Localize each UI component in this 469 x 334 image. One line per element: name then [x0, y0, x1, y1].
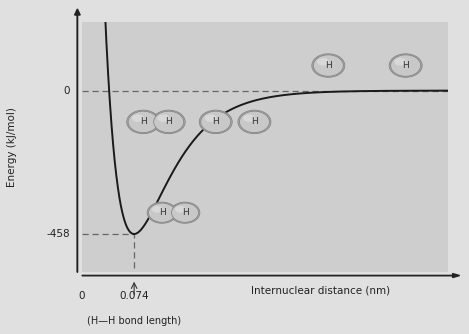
Text: -458: -458	[47, 229, 70, 239]
Text: H: H	[182, 208, 189, 217]
Text: H: H	[159, 208, 166, 217]
Text: Energy (kJ/mol): Energy (kJ/mol)	[7, 107, 17, 187]
Text: H: H	[140, 118, 146, 126]
Text: H: H	[251, 118, 258, 126]
Text: 0: 0	[64, 86, 70, 96]
Text: (H—H bond length): (H—H bond length)	[87, 316, 181, 326]
Text: H: H	[402, 61, 409, 70]
Text: 0.074: 0.074	[119, 291, 149, 301]
Text: H: H	[166, 118, 172, 126]
Text: H: H	[325, 61, 332, 70]
Text: H: H	[212, 118, 219, 126]
Text: 0: 0	[79, 291, 85, 301]
Text: Internuclear distance (nm): Internuclear distance (nm)	[251, 286, 390, 296]
